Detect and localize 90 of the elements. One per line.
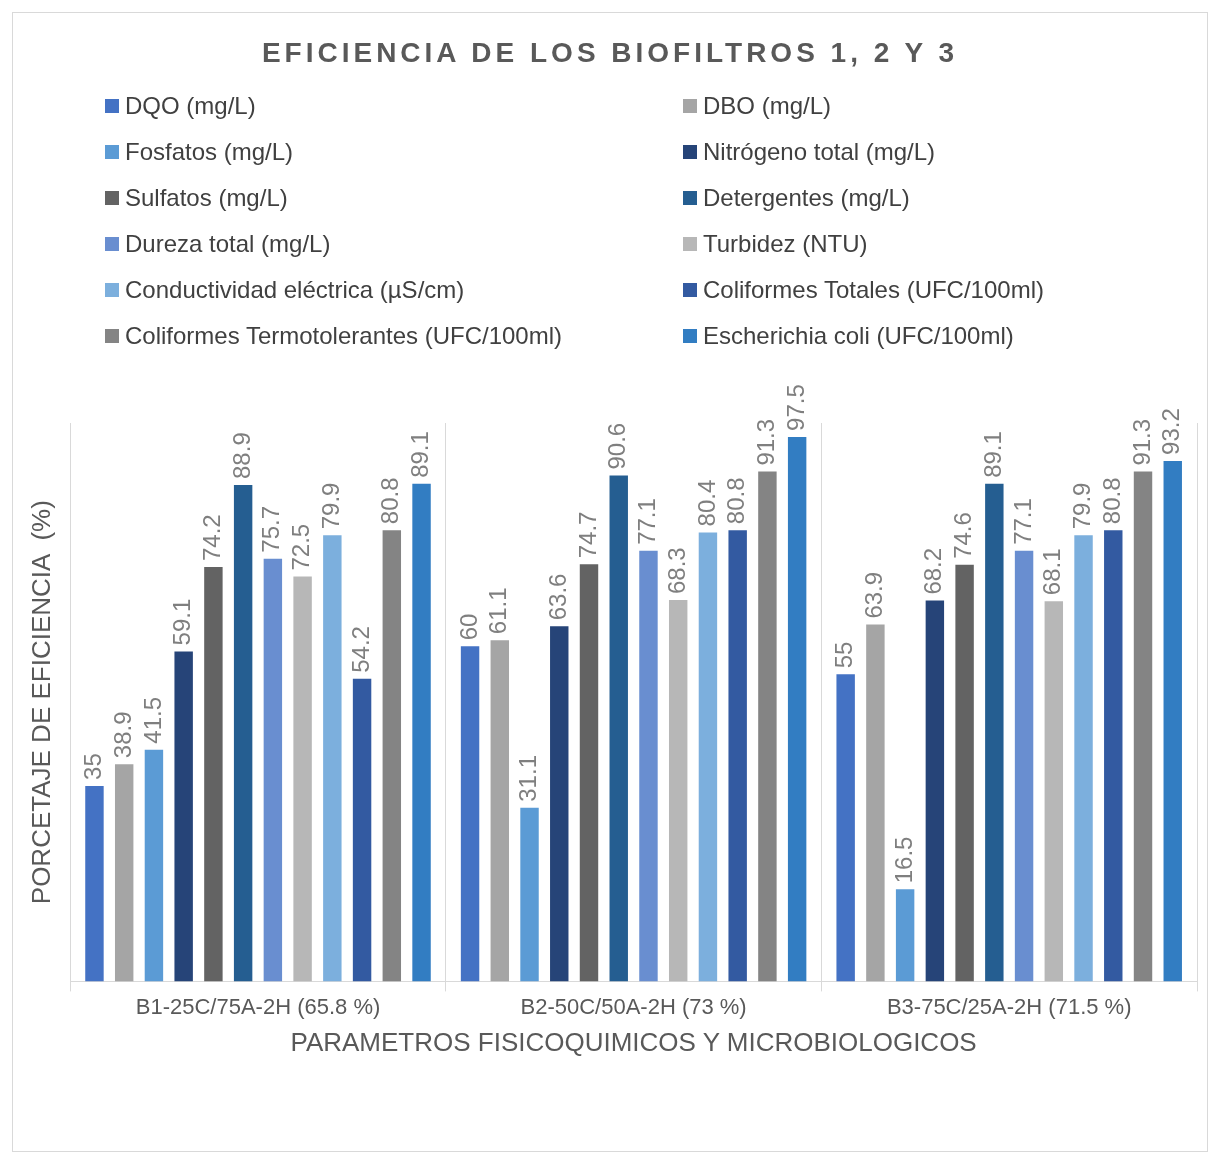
data-label: 79.9 [1068,482,1096,530]
bar [490,640,510,982]
bar [144,749,164,982]
data-label: 89.1 [406,431,434,478]
bar [85,785,104,982]
data-label: 55 [830,641,858,669]
data-label: 60 [454,613,482,641]
legend-label: Escherichia coli (UFC/100ml) [703,322,1014,350]
x-tick-label: B3-75C/25A-2H (71.5 %) [886,993,1132,1019]
data-label: 74.6 [949,512,977,559]
data-label: 79.9 [316,482,344,530]
data-label: 61.1 [484,587,512,635]
legend-label: DQO (mg/L) [125,92,256,120]
data-label: 59.1 [168,598,196,646]
bar [895,889,915,982]
legend-label: Sulfatos (mg/L) [125,184,288,212]
bar [787,436,807,982]
x-tick-label: B1-25C/75A-2H (65.8 %) [135,993,381,1019]
data-label: 74.2 [198,514,226,562]
bar [1133,471,1153,982]
bar [728,530,747,982]
bar [985,483,1004,982]
legend-label: Fosfatos (mg/L) [125,138,294,166]
data-label: 54.2 [346,626,374,673]
legend-label: DBO (mg/L) [703,92,832,120]
bar [263,558,283,982]
bar [1163,460,1182,982]
data-label: 68.1 [1038,548,1066,596]
legend-label: Coliformes Totales (UFC/100ml) [703,276,1044,304]
data-label: 75.7 [257,505,285,553]
x-axis-title: PARAMETROS FISICOQUIMICOS Y MICROBIOLOGICOS [290,1026,977,1057]
legend-label: Conductividad eléctrica (µS/cm) [125,276,465,304]
bar [698,532,718,982]
data-label: 31.1 [514,755,542,802]
data-label: 63.6 [543,573,571,621]
data-label: 80.8 [1097,477,1125,525]
legend-label: Coliformes Termotolerantes (UFC/100ml) [125,322,563,350]
data-label: 41.5 [138,696,166,744]
bar [550,626,569,982]
data-label: 89.1 [978,431,1006,478]
data-label: 77.1 [633,498,661,545]
bar [293,576,312,982]
bar [174,651,193,982]
data-label: 80.8 [376,477,404,525]
data-label: 90.6 [603,422,631,470]
y-axis-title: PORCETAJE DE EFICIENCIA (%) [25,500,56,905]
data-label: 63.9 [860,571,888,619]
bar [925,600,945,982]
bar [836,674,855,982]
legend-label: Detergentes (mg/L) [703,184,910,212]
data-label: 16.5 [889,836,917,884]
bar [323,535,342,982]
x-tick-label: B2-50C/50A-2H (73 %) [520,993,747,1019]
data-label: 38.9 [108,711,136,759]
bar [1014,550,1034,982]
data-label: 80.4 [692,479,720,527]
data-label: 97.5 [781,384,809,431]
bar [204,567,223,982]
bar [579,564,599,982]
data-label: 35 [79,753,107,780]
bar [866,624,885,982]
chart-title: EFICIENCIA DE LOS BIOFILTROS 1, 2 Y 3 [260,37,960,69]
data-label: 91.3 [1127,418,1155,466]
bar [233,484,253,982]
data-label: 93.2 [1157,408,1185,455]
data-label: 91.3 [752,418,780,466]
bar [1104,530,1123,982]
data-label: 88.9 [227,432,255,479]
legend-label: Dureza total (mg/L) [125,230,331,258]
bar [1074,535,1093,982]
legend-label: Turbidez (NTU) [703,230,868,258]
bar [668,600,688,982]
bar [520,807,539,982]
legend-label: Nitrógeno total (mg/L) [703,138,936,166]
bar [758,471,777,982]
bar [1044,601,1064,982]
data-label: 68.2 [919,547,947,595]
bar [609,475,628,982]
data-label: 72.5 [287,523,315,571]
bar [382,530,402,982]
data-label: 74.7 [573,511,601,559]
data-label: 68.3 [662,547,690,595]
bar [114,764,134,982]
bar [352,678,372,982]
bar [639,550,658,982]
bar [412,483,431,982]
bar [460,646,480,982]
data-label: 80.8 [722,477,750,525]
data-label: 77.1 [1008,498,1036,545]
bar [955,564,974,982]
